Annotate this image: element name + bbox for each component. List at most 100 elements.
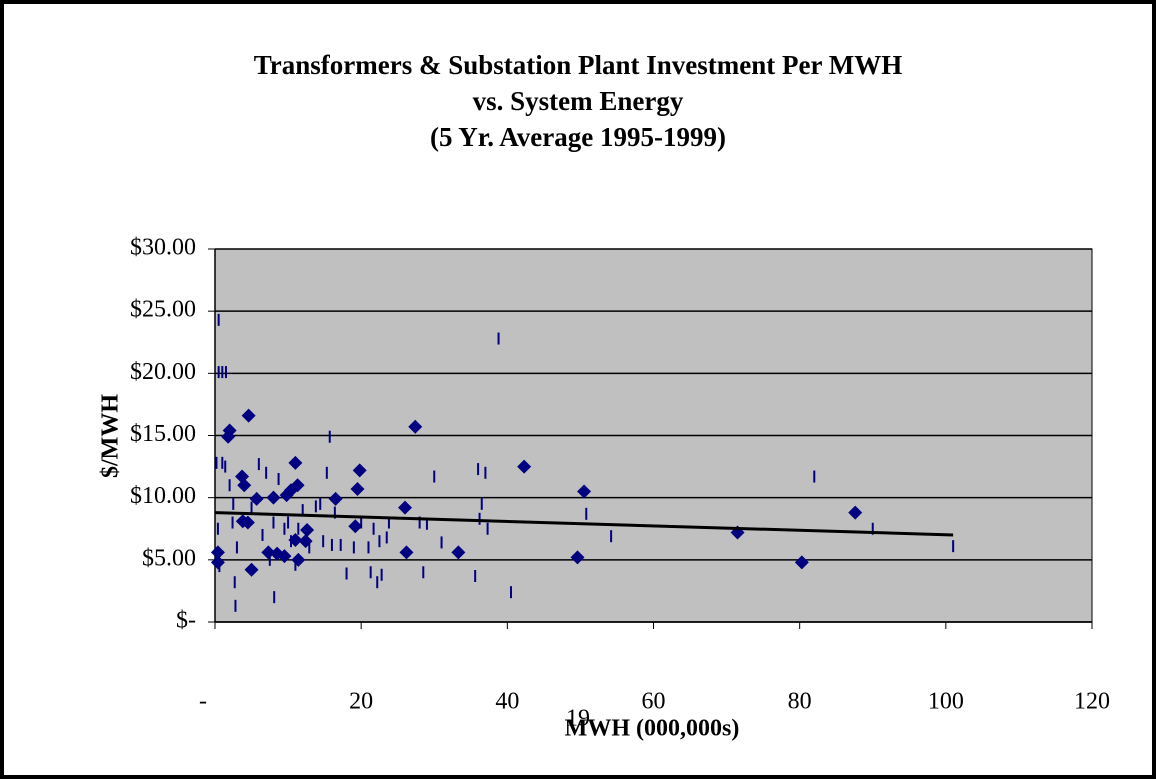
point bbox=[418, 516, 421, 529]
point bbox=[266, 490, 281, 505]
point bbox=[297, 522, 300, 535]
point bbox=[408, 419, 423, 434]
point bbox=[265, 466, 268, 479]
point bbox=[244, 562, 259, 577]
point bbox=[300, 522, 315, 537]
y-tick-label: $20.00 bbox=[130, 359, 196, 385]
x-tick-label: 120 bbox=[1074, 689, 1110, 715]
point bbox=[222, 423, 237, 438]
x-tick-label: 60 bbox=[642, 689, 666, 715]
point bbox=[308, 541, 311, 554]
point bbox=[330, 538, 333, 551]
x-tick-label: 100 bbox=[928, 689, 964, 715]
point bbox=[210, 555, 225, 570]
point bbox=[570, 550, 585, 565]
point bbox=[261, 528, 264, 541]
point bbox=[380, 568, 383, 581]
point bbox=[369, 566, 372, 579]
point bbox=[273, 591, 276, 604]
point bbox=[261, 545, 276, 560]
point bbox=[440, 536, 443, 549]
point bbox=[216, 522, 219, 535]
point bbox=[234, 599, 237, 612]
point bbox=[294, 558, 297, 571]
point bbox=[477, 463, 480, 476]
point bbox=[376, 576, 379, 589]
point bbox=[422, 566, 425, 579]
x-tick-label: 20 bbox=[349, 689, 373, 715]
point bbox=[398, 500, 413, 515]
point bbox=[277, 549, 292, 564]
point bbox=[478, 512, 481, 525]
point bbox=[794, 555, 809, 570]
point bbox=[387, 516, 390, 529]
point bbox=[237, 478, 252, 493]
point bbox=[339, 538, 342, 551]
point bbox=[277, 473, 280, 486]
x-tick-label: 40 bbox=[495, 689, 519, 715]
point bbox=[610, 530, 613, 543]
point bbox=[848, 505, 863, 520]
point bbox=[585, 507, 588, 520]
point bbox=[257, 458, 260, 471]
point bbox=[352, 541, 355, 554]
point bbox=[474, 569, 477, 582]
point bbox=[290, 535, 293, 548]
y-tick-label: $5.00 bbox=[142, 545, 196, 571]
point bbox=[952, 540, 955, 553]
point bbox=[240, 515, 255, 530]
point bbox=[425, 517, 428, 530]
point bbox=[325, 466, 328, 479]
point bbox=[348, 519, 363, 534]
point bbox=[314, 500, 317, 513]
point bbox=[577, 484, 592, 499]
point bbox=[287, 516, 290, 529]
point bbox=[517, 459, 532, 474]
point bbox=[345, 567, 348, 580]
point bbox=[224, 460, 227, 473]
point bbox=[509, 586, 512, 599]
point bbox=[210, 545, 225, 560]
y-tick-label: $- bbox=[176, 608, 196, 634]
point bbox=[813, 470, 816, 483]
point bbox=[250, 501, 253, 514]
point bbox=[231, 516, 234, 529]
point bbox=[350, 481, 365, 496]
trend-line bbox=[214, 511, 954, 537]
point bbox=[328, 491, 343, 506]
x-tick-label: - bbox=[199, 689, 207, 715]
y-axis-title: $/MWH bbox=[98, 394, 124, 478]
point bbox=[433, 470, 436, 483]
point bbox=[333, 506, 336, 519]
point bbox=[484, 466, 487, 479]
point bbox=[360, 516, 363, 529]
x-tick-label: 80 bbox=[788, 689, 812, 715]
point bbox=[322, 535, 325, 548]
point bbox=[451, 545, 466, 560]
point bbox=[367, 541, 370, 554]
point bbox=[372, 522, 375, 535]
point bbox=[221, 456, 224, 469]
point bbox=[232, 497, 235, 510]
point bbox=[399, 545, 414, 560]
point bbox=[385, 531, 388, 544]
point bbox=[241, 408, 256, 423]
page-number: 19 bbox=[566, 706, 590, 732]
point bbox=[215, 456, 218, 469]
point bbox=[497, 332, 500, 345]
y-tick-label: $15.00 bbox=[130, 421, 196, 447]
point bbox=[871, 522, 874, 535]
chart-title: (5 Yr. Average 1995-1999) bbox=[430, 122, 726, 152]
y-tick-label: $30.00 bbox=[130, 235, 196, 261]
point bbox=[301, 504, 304, 517]
point bbox=[290, 478, 305, 493]
y-tick-label: $25.00 bbox=[130, 297, 196, 323]
x-axis-title: MWH (000,000s) bbox=[565, 716, 740, 742]
point bbox=[218, 560, 221, 573]
point bbox=[480, 497, 483, 510]
y-tick-label: $10.00 bbox=[130, 483, 196, 509]
point bbox=[221, 366, 224, 379]
chart-title: Transformers & Substation Plant Investme… bbox=[254, 50, 902, 80]
point bbox=[319, 497, 322, 510]
